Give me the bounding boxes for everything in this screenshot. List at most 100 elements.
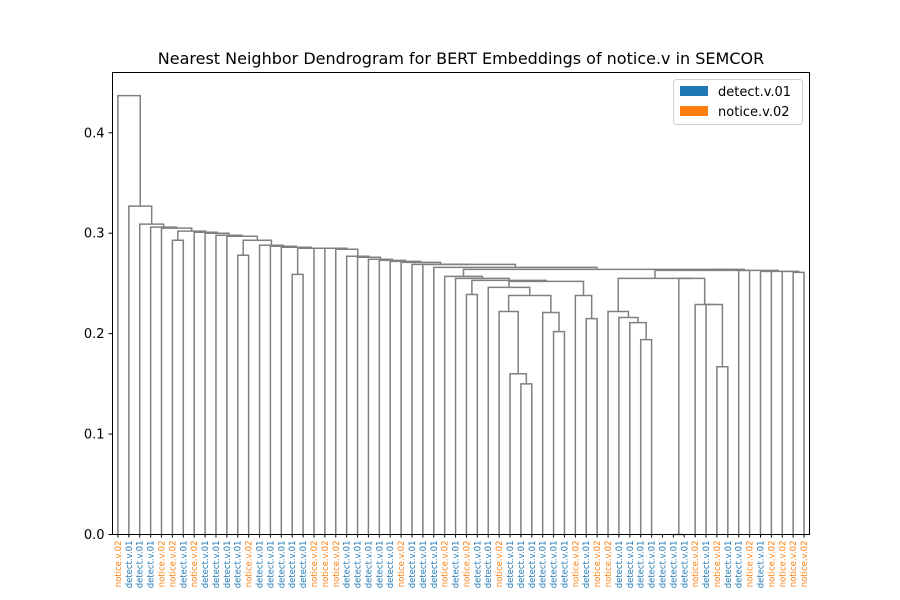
leaf-label: detect.v.01 — [234, 541, 244, 589]
leaf-label: detect.v.01 — [680, 541, 690, 589]
leaf-label: notice.v.02 — [604, 541, 614, 588]
leaf-label: detect.v.01 — [430, 541, 440, 589]
dendrogram-link — [456, 278, 510, 534]
leaf-label: notice.v.02 — [495, 541, 505, 588]
leaf-label: detect.v.01 — [702, 541, 712, 589]
legend-swatch-detect — [680, 86, 708, 96]
leaf-label: detect.v.01 — [266, 541, 276, 589]
dendrogram-link — [509, 281, 584, 295]
leaf-label: detect.v.01 — [735, 541, 745, 589]
leaf-label: notice.v.02 — [310, 541, 320, 588]
dendrogram-link — [434, 267, 597, 534]
leaf-label: notice.v.02 — [691, 541, 701, 588]
dendrogram-link — [618, 278, 692, 311]
leaf-label: detect.v.01 — [528, 541, 538, 589]
y-tick-label: 0.2 — [84, 327, 105, 342]
dendrogram-link — [227, 236, 257, 534]
leaf-label: detect.v.01 — [550, 541, 560, 589]
dendrogram-link — [543, 313, 559, 535]
leaf-label: detect.v.01 — [452, 541, 462, 589]
leaf-label: notice.v.02 — [190, 541, 200, 588]
leaf-label: detect.v.01 — [212, 541, 222, 589]
leaf-label: detect.v.01 — [364, 541, 374, 589]
dendrogram-link — [575, 295, 591, 534]
dendrogram-links — [118, 96, 804, 535]
leaf-label: detect.v.01 — [136, 541, 146, 589]
leaf-label: detect.v.01 — [179, 541, 189, 589]
dendrogram-link — [521, 384, 532, 535]
y-tick-label: 0.1 — [84, 428, 105, 443]
leaf-label: detect.v.01 — [277, 541, 287, 589]
dendrogram-link — [401, 262, 440, 534]
dendrogram-link — [368, 259, 392, 534]
leaf-label: notice.v.02 — [778, 541, 788, 588]
dendrogram-link — [782, 271, 798, 534]
y-tick-label: 0.0 — [84, 528, 105, 543]
leaf-label: detect.v.01 — [648, 541, 658, 589]
leaf-label: notice.v.02 — [462, 541, 472, 588]
legend-swatch-notice — [680, 106, 708, 116]
legend-label-notice: notice.v.02 — [718, 105, 790, 120]
leaf-label: detect.v.01 — [125, 541, 135, 589]
leaf-label: notice.v.02 — [397, 541, 407, 588]
leaf-label: detect.v.01 — [615, 541, 625, 589]
dendrogram-link — [499, 312, 518, 535]
y-axis: 0.0 0.1 0.2 0.3 0.4 — [84, 126, 113, 543]
leaf-label: notice.v.02 — [332, 541, 342, 588]
leaf-label: notice.v.02 — [767, 541, 777, 588]
leaf-label: detect.v.01 — [386, 541, 396, 589]
dendrogram-link — [292, 274, 303, 534]
leaf-label: detect.v.01 — [658, 541, 668, 589]
leaf-label: detect.v.01 — [354, 541, 364, 589]
dendrogram-link — [619, 318, 638, 535]
leaf-label: detect.v.01 — [288, 541, 298, 589]
dendrogram-link — [205, 233, 229, 534]
dendrogram-link — [298, 248, 325, 274]
dendrogram-link — [281, 247, 311, 534]
dendrogram-link — [260, 245, 284, 534]
dendrogram-link — [510, 374, 526, 535]
dendrogram-link — [554, 332, 565, 535]
dendrogram-link — [162, 228, 192, 534]
leaf-label: detect.v.01 — [473, 541, 483, 589]
leaf-label: detect.v.01 — [637, 541, 647, 589]
leaf-label: notice.v.02 — [800, 541, 810, 588]
leaf-label: notice.v.02 — [571, 541, 581, 588]
legend: detect.v.01 notice.v.02 — [674, 80, 803, 125]
leaf-label: notice.v.02 — [245, 541, 255, 588]
leaf-label: detect.v.01 — [626, 541, 636, 589]
dendrogram-link — [140, 224, 164, 534]
dendrogram-link — [466, 294, 477, 534]
leaf-label: detect.v.01 — [724, 541, 734, 589]
leaf-label: detect.v.01 — [408, 541, 418, 589]
dendrogram-link — [172, 240, 183, 534]
leaf-label: detect.v.01 — [201, 541, 211, 589]
leaf-label: detect.v.01 — [539, 541, 549, 589]
dendrogram-link — [760, 271, 771, 534]
dendrogram-link — [739, 270, 750, 534]
leaf-label: detect.v.01 — [756, 541, 766, 589]
leaf-label: notice.v.02 — [158, 541, 168, 588]
dendrogram-link — [717, 367, 728, 535]
legend-label-detect: detect.v.01 — [718, 85, 791, 100]
leaf-label: detect.v.01 — [343, 541, 353, 589]
leaf-label: notice.v.02 — [168, 541, 178, 588]
leaf-label: notice.v.02 — [789, 541, 799, 588]
leaf-label: notice.v.02 — [114, 541, 124, 588]
leaf-label: notice.v.02 — [746, 541, 756, 588]
dendrogram-link — [243, 240, 271, 255]
y-tick-label: 0.4 — [84, 126, 105, 141]
leaf-label: detect.v.01 — [669, 541, 679, 589]
dendrogram-link — [423, 264, 515, 534]
leaf-label: detect.v.01 — [582, 541, 592, 589]
dendrogram-link — [630, 323, 646, 535]
dendrogram-link — [793, 272, 804, 534]
leaf-label: detect.v.01 — [299, 541, 309, 589]
dendrogram-link — [412, 264, 469, 534]
chart-title: Nearest Neighbor Dendrogram for BERT Emb… — [158, 49, 764, 68]
leaf-label: detect.v.01 — [419, 541, 429, 589]
y-tick-label: 0.3 — [84, 227, 105, 242]
leaf-label: detect.v.01 — [484, 541, 494, 589]
leaf-label: detect.v.01 — [517, 541, 527, 589]
